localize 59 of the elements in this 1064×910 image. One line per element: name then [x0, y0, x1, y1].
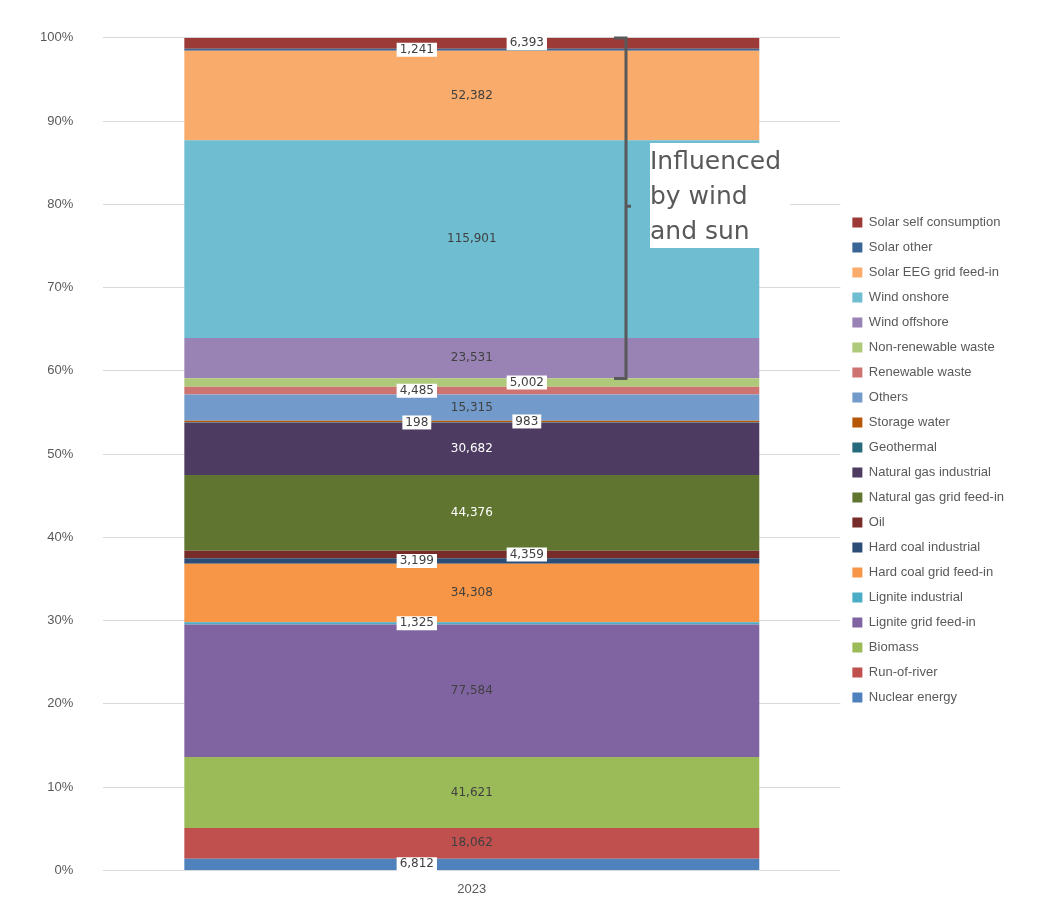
annotation: 52,382	[450, 87, 493, 102]
annotation: 44,376	[450, 505, 493, 520]
bar	[184, 378, 760, 387]
legend-label: Storage water	[868, 414, 951, 430]
legend-label: Solar self consumption	[868, 214, 1001, 230]
y-tick-label: 0%	[54, 861, 74, 877]
bar	[184, 827, 760, 859]
legend-label: Biomass	[868, 639, 920, 655]
annotation: 1,325	[399, 615, 434, 630]
legend-label: Non-renewable waste	[868, 339, 995, 355]
y-tick-label: 10%	[47, 778, 74, 794]
annotation: 198	[405, 414, 429, 429]
legend-label: Solar EEG grid feed-in	[868, 264, 999, 280]
annotation: 6,393	[509, 35, 544, 50]
annotation: 23,531	[450, 350, 493, 365]
annotation: Influenced by wind and sun	[650, 143, 790, 248]
y-tick-label: 50%	[47, 445, 74, 461]
annotation: 3,199	[399, 553, 434, 568]
x-tick-label: 2023	[457, 880, 487, 896]
y-tick-label: 20%	[47, 695, 74, 711]
annotation: 15,315	[450, 399, 493, 414]
y-tick-label: 90%	[47, 112, 74, 128]
y-tick-label: 30%	[47, 612, 74, 628]
legend-label: Oil	[868, 514, 885, 530]
annotation: 4,485	[399, 382, 434, 397]
annotation: 30,682	[450, 440, 493, 455]
annotation: 983	[515, 413, 539, 428]
y-tick-label: 40%	[47, 528, 74, 544]
y-tick-label: 60%	[47, 362, 74, 378]
legend-label: Solar other	[868, 239, 934, 255]
legend-label: Wind onshore	[868, 289, 950, 305]
legend-label: Hard coal grid feed-in	[868, 564, 994, 580]
annotation: 5,002	[509, 374, 544, 389]
legend-label: Lignite grid feed-in	[868, 614, 976, 630]
annotation: 4,359	[509, 546, 544, 561]
y-tick-label: 100%	[40, 29, 74, 45]
legend-label: Natural gas grid feed-in	[868, 489, 1005, 505]
bar	[184, 858, 760, 870]
legend-label: Geothermal	[868, 439, 937, 455]
annotation: 77,584	[450, 682, 493, 697]
legend-label: Others	[868, 389, 909, 405]
legend-label: Natural gas industrial	[868, 464, 992, 480]
legend-label: Run-of-river	[868, 664, 939, 680]
bar	[184, 475, 760, 551]
legend-label: Nuclear energy	[868, 689, 958, 705]
annotation: 1,241	[399, 41, 434, 56]
bar	[184, 756, 760, 828]
legend-label: Hard coal industrial	[868, 539, 981, 555]
legend-label: Wind offshore	[868, 314, 949, 330]
annotation: 18,062	[450, 835, 493, 850]
annotation: 34,308	[450, 585, 493, 600]
y-tick-label: 80%	[47, 195, 74, 211]
legend-label: Lignite industrial	[868, 589, 963, 605]
bar	[184, 338, 760, 379]
annotation: 115,901	[447, 231, 497, 246]
legend-label: Renewable waste	[868, 364, 972, 380]
annotation: 41,621	[450, 784, 493, 799]
y-tick-label: 70%	[47, 279, 74, 295]
annotation: 6,812	[399, 856, 434, 871]
